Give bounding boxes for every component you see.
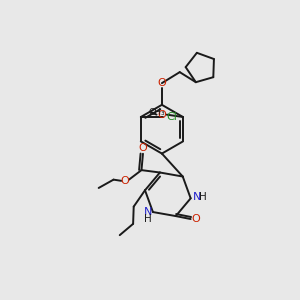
Text: O: O xyxy=(157,110,166,120)
Text: O: O xyxy=(121,176,130,186)
Text: H: H xyxy=(199,192,207,202)
Text: Cl: Cl xyxy=(166,112,177,122)
Text: N: N xyxy=(193,192,201,202)
Text: O: O xyxy=(192,214,200,224)
Text: N: N xyxy=(143,207,152,217)
Text: O: O xyxy=(158,78,166,88)
Text: H: H xyxy=(144,214,152,224)
Text: CH₃: CH₃ xyxy=(148,108,165,117)
Text: O: O xyxy=(139,143,147,153)
